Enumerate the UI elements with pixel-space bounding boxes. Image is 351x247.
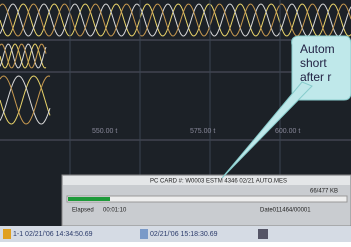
time-label: 575.00 t	[190, 128, 215, 135]
callout-text: short	[300, 56, 327, 70]
callout-text: Autom	[300, 42, 335, 56]
progress-fill	[68, 197, 110, 201]
callout-text: after r	[300, 70, 331, 84]
elapsed-value: 00:01:10	[103, 208, 127, 214]
icon	[140, 229, 148, 239]
time-label: 600.00 t	[275, 128, 300, 135]
save-button[interactable]	[258, 229, 268, 239]
start-time[interactable]: 1-1 02/21/'06 14:34:50.69	[13, 231, 93, 238]
end-time[interactable]: 02/21/'06 15:18:30.69	[150, 231, 218, 238]
card-label: PC CARD #: W0003 ESTM 4346 02/21 AUTO.ME…	[150, 179, 287, 185]
screen: 550.00 t 575.00 t 600.00 t PC CARD #: W0…	[0, 0, 351, 242]
date-label: Date011464/00001	[260, 208, 311, 214]
icon	[3, 229, 11, 239]
size-label: 66/477 KB	[310, 189, 338, 195]
time-label: 550.00 t	[92, 128, 117, 135]
elapsed-label: Elapsed	[72, 208, 94, 214]
